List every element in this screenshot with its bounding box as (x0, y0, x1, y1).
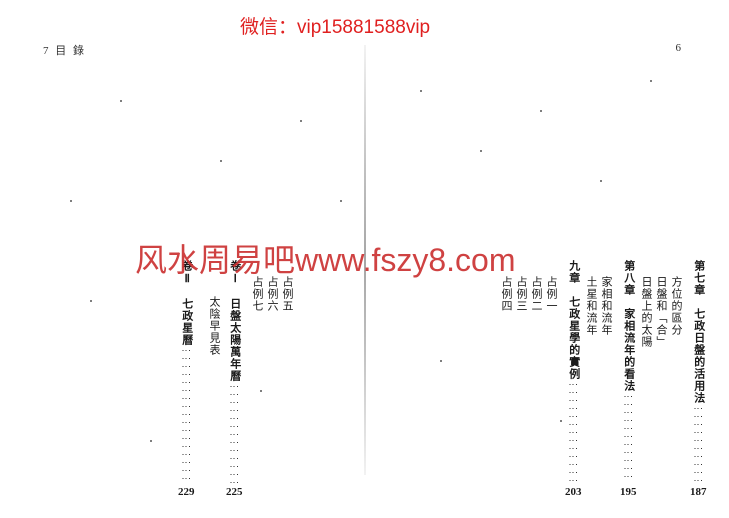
scan-speck (90, 300, 92, 302)
toc-entry: 第七章 七政日盤的活用法⋮⋮⋮⋮⋮⋮⋮⋮⋮⋮⋮⋮⋮⋮⋮⋮⋮⋮⋮⋮⋮⋮⋮⋮⋮⋮⋮⋮… (690, 260, 707, 498)
scan-speck (260, 390, 262, 392)
toc-entry: 日盤和「合」 (655, 276, 666, 498)
scan-speck (480, 150, 482, 152)
scan-speck (340, 200, 342, 202)
toc-entry: 方位的區分 (670, 276, 681, 498)
toc-page-number: 187 (690, 486, 707, 498)
toc-text: 占例一 (545, 276, 556, 312)
toc-entry: 土星和流年 (585, 276, 596, 498)
scan-speck (560, 420, 562, 422)
toc-page-number: 203 (565, 486, 582, 498)
scan-speck (540, 110, 542, 112)
toc-page-number: 225 (226, 486, 243, 498)
scan-speck (120, 100, 122, 102)
toc-entry: 家相和流年 (600, 276, 611, 498)
toc-text: 第八章 家相流年的看法 (623, 260, 634, 392)
toc-entry: 太陰早見表 (208, 260, 219, 498)
toc-entry: 日盤上的太陽 (640, 276, 651, 498)
header-left: 7 目 錄 (43, 42, 86, 58)
toc-entry: 占例二 (530, 276, 541, 498)
scan-speck (70, 200, 72, 202)
toc-entry: 占例六 (266, 276, 277, 498)
toc-entry: 占例三 (515, 276, 526, 498)
header-label: 目 錄 (55, 45, 86, 57)
dot-leader: ⋮⋮⋮⋮⋮⋮⋮⋮⋮⋮⋮⋮⋮⋮⋮⋮⋮⋮⋮⋮⋮⋮⋮⋮⋮⋮⋮⋮⋮⋮⋮⋮⋮⋮⋮⋮⋮⋮⋮⋮ (693, 404, 703, 484)
scan-speck (420, 90, 422, 92)
watermark-middle: 风水周易吧www.fszy8.com (135, 235, 516, 281)
toc-entry: 第八章 家相流年的看法⋮⋮⋮⋮⋮⋮⋮⋮⋮⋮⋮⋮⋮⋮⋮⋮⋮⋮⋮⋮⋮⋮⋮⋮⋮⋮⋮⋮⋮… (620, 260, 637, 498)
toc-text: 占例二 (530, 276, 541, 312)
toc-text: 占例六 (266, 276, 277, 312)
scan-speck (650, 80, 652, 82)
scan-speck (300, 120, 302, 122)
toc-entry: 占例七 (251, 276, 262, 498)
toc-text: 占例五 (281, 276, 292, 312)
dot-leader: ⋮⋮⋮⋮⋮⋮⋮⋮⋮⋮⋮⋮⋮⋮⋮⋮⋮⋮⋮⋮⋮⋮⋮⋮⋮⋮⋮⋮⋮⋮⋮⋮⋮⋮⋮⋮⋮⋮⋮⋮ (181, 346, 191, 484)
toc-text: 占例三 (515, 276, 526, 312)
toc-page-number: 229 (178, 486, 195, 498)
page-num-right: 6 (676, 42, 682, 54)
toc-text: 九章 七政星學的實例 (568, 260, 579, 380)
toc-text: 占例七 (251, 276, 262, 312)
toc-text: 土星和流年 (585, 276, 596, 336)
toc-text: 占例四 (500, 276, 511, 312)
toc-entry: 占例四 (500, 276, 511, 498)
toc-entry: 占例五 (281, 276, 292, 498)
header-right: 6 (676, 42, 682, 54)
toc-text: 日盤上的太陽 (640, 276, 651, 348)
page-num-left: 7 (43, 45, 51, 57)
toc-entry: 占例一 (545, 276, 556, 498)
toc-text: 日盤和「合」 (655, 276, 666, 348)
dot-leader: ⋮⋮⋮⋮⋮⋮⋮⋮⋮⋮⋮⋮⋮⋮⋮⋮⋮⋮⋮⋮⋮⋮⋮⋮⋮⋮⋮⋮⋮⋮⋮⋮⋮⋮⋮⋮⋮⋮⋮⋮ (229, 382, 239, 484)
scan-speck (440, 360, 442, 362)
toc-entry: 九章 七政星學的實例⋮⋮⋮⋮⋮⋮⋮⋮⋮⋮⋮⋮⋮⋮⋮⋮⋮⋮⋮⋮⋮⋮⋮⋮⋮⋮⋮⋮⋮⋮… (565, 260, 582, 498)
toc-entry: 卷Ⅰ 日盤太陽萬年曆⋮⋮⋮⋮⋮⋮⋮⋮⋮⋮⋮⋮⋮⋮⋮⋮⋮⋮⋮⋮⋮⋮⋮⋮⋮⋮⋮⋮⋮⋮… (226, 260, 243, 498)
scan-speck (150, 440, 152, 442)
scan-speck (220, 160, 222, 162)
toc-page-number: 195 (620, 486, 637, 498)
dot-leader: ⋮⋮⋮⋮⋮⋮⋮⋮⋮⋮⋮⋮⋮⋮⋮⋮⋮⋮⋮⋮⋮⋮⋮⋮⋮⋮⋮⋮⋮⋮⋮⋮⋮⋮⋮⋮⋮⋮⋮⋮ (623, 392, 633, 484)
watermark-top: 微信：vip15881588vip (240, 12, 430, 39)
toc-text: 方位的區分 (670, 276, 681, 336)
toc-text: 第七章 七政日盤的活用法 (693, 260, 704, 404)
toc-entry: 卷Ⅱ 七政星曆⋮⋮⋮⋮⋮⋮⋮⋮⋮⋮⋮⋮⋮⋮⋮⋮⋮⋮⋮⋮⋮⋮⋮⋮⋮⋮⋮⋮⋮⋮⋮⋮⋮… (178, 260, 195, 498)
toc-text: 家相和流年 (600, 276, 611, 336)
dot-leader: ⋮⋮⋮⋮⋮⋮⋮⋮⋮⋮⋮⋮⋮⋮⋮⋮⋮⋮⋮⋮⋮⋮⋮⋮⋮⋮⋮⋮⋮⋮⋮⋮⋮⋮⋮⋮⋮⋮⋮⋮ (568, 380, 578, 484)
scan-speck (600, 180, 602, 182)
